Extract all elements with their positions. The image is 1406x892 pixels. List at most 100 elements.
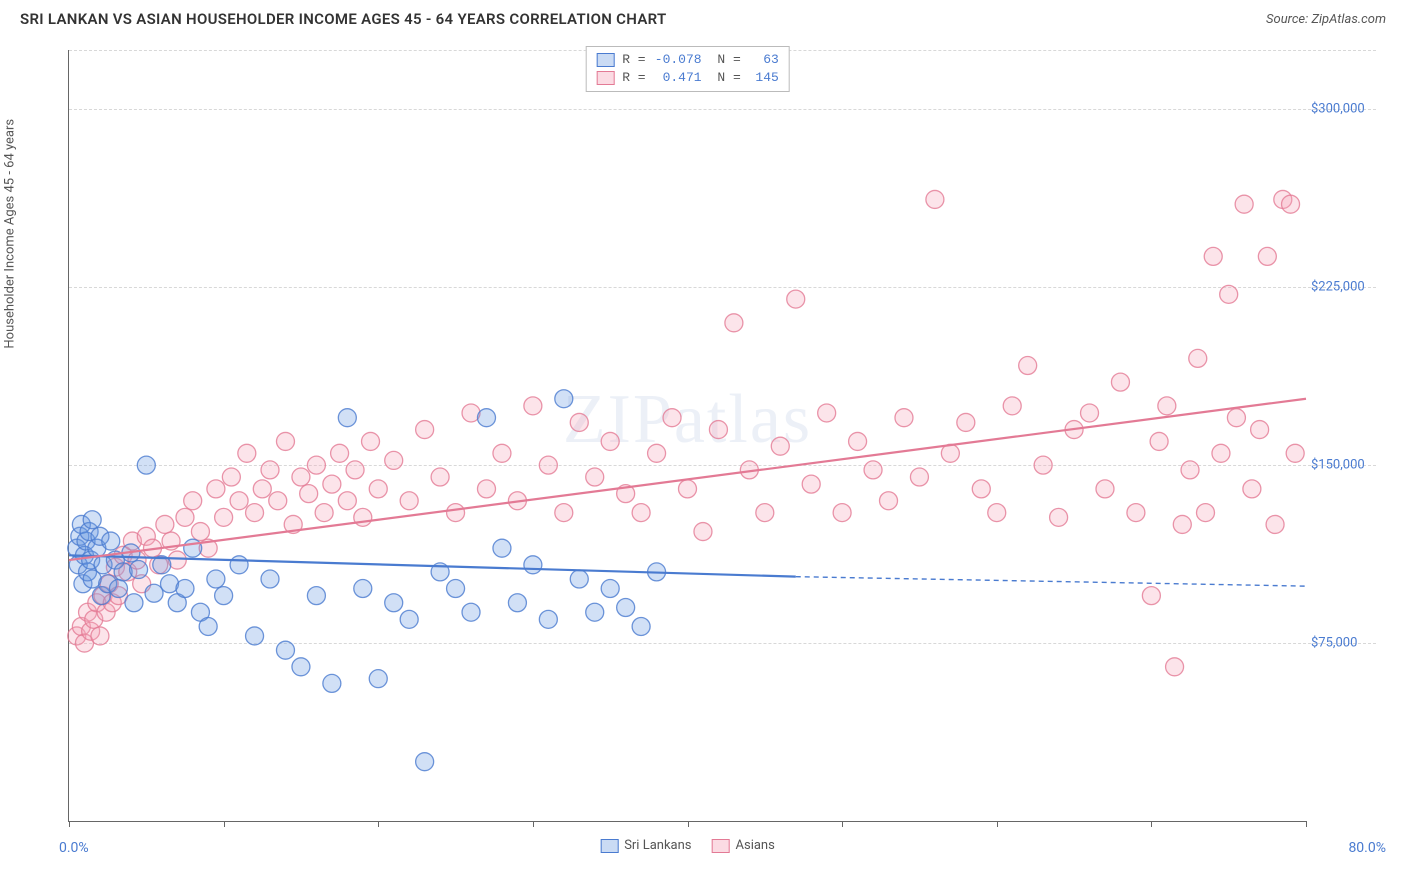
data-point <box>555 390 573 408</box>
data-point <box>1127 504 1145 522</box>
swatch-asians-icon <box>712 839 730 853</box>
data-point <box>679 480 697 498</box>
data-point <box>632 617 650 635</box>
data-point <box>176 580 194 598</box>
data-point <box>1158 397 1176 415</box>
data-point <box>246 504 264 522</box>
data-point <box>276 641 294 659</box>
data-point <box>1019 357 1037 375</box>
data-point <box>109 580 127 598</box>
data-point <box>215 587 233 605</box>
x-axis-min-label: 0.0% <box>59 840 89 856</box>
data-point <box>1251 421 1269 439</box>
data-point <box>1258 247 1276 265</box>
data-point <box>617 598 635 616</box>
legend-row-asians: R = 0.471 N = 145 <box>596 69 779 87</box>
correlation-legend: R = -0.078 N = 63 R = 0.471 N = 145 <box>585 46 790 92</box>
y-tick-label: $300,000 <box>1311 102 1381 117</box>
data-point <box>694 523 712 541</box>
data-point <box>880 492 898 510</box>
data-point <box>362 432 380 450</box>
data-point <box>864 461 882 479</box>
n-value-asians: 145 <box>749 69 779 87</box>
data-point <box>230 492 248 510</box>
data-point <box>323 475 341 493</box>
data-point <box>369 670 387 688</box>
data-point <box>972 480 990 498</box>
data-point <box>447 504 465 522</box>
y-tick-label: $150,000 <box>1311 458 1381 473</box>
data-point <box>787 290 805 308</box>
data-point <box>1181 461 1199 479</box>
swatch-sri-lankans-icon <box>600 839 618 853</box>
data-point <box>818 404 836 422</box>
plot-region: ZIPatlas R = -0.078 N = 63 R = 0.471 N =… <box>68 50 1306 822</box>
data-point <box>663 409 681 427</box>
data-point <box>145 584 163 602</box>
r-label: R = <box>622 51 645 69</box>
data-point <box>1166 658 1184 676</box>
data-point <box>648 444 666 462</box>
swatch-sri-lankans <box>596 53 614 67</box>
x-tick <box>69 821 70 827</box>
data-point <box>895 409 913 427</box>
x-tick <box>688 821 689 827</box>
scatter-svg <box>69 50 1306 821</box>
n-label: N = <box>710 51 741 69</box>
data-point <box>910 468 928 486</box>
chart-title: SRI LANKAN VS ASIAN HOUSEHOLDER INCOME A… <box>20 10 667 28</box>
data-point <box>632 504 650 522</box>
legend-label-sri-lankans: Sri Lankans <box>624 838 691 853</box>
data-point <box>1286 444 1304 462</box>
data-point <box>385 451 403 469</box>
data-point <box>1111 373 1129 391</box>
data-point <box>300 485 318 503</box>
data-point <box>292 658 310 676</box>
data-point <box>246 627 264 645</box>
data-point <box>926 190 944 208</box>
data-point <box>555 504 573 522</box>
data-point <box>83 511 101 529</box>
data-point <box>156 515 174 533</box>
data-point <box>176 508 194 526</box>
data-point <box>261 570 279 588</box>
r-value-sri-lankans: -0.078 <box>654 51 702 69</box>
y-tick-label: $225,000 <box>1311 280 1381 295</box>
legend-row-sri-lankans: R = -0.078 N = 63 <box>596 51 779 69</box>
data-point <box>709 421 727 439</box>
data-point <box>1282 195 1300 213</box>
r-value-asians: 0.471 <box>654 69 702 87</box>
data-point <box>1220 285 1238 303</box>
data-point <box>315 504 333 522</box>
data-point <box>137 456 155 474</box>
data-point <box>988 504 1006 522</box>
x-tick <box>224 821 225 827</box>
data-point <box>331 444 349 462</box>
data-point <box>1050 508 1068 526</box>
data-point <box>1096 480 1114 498</box>
chart-source: Source: ZipAtlas.com <box>1266 12 1386 27</box>
data-point <box>292 468 310 486</box>
data-point <box>338 492 356 510</box>
y-tick-label: $75,000 <box>1311 636 1381 651</box>
data-point <box>431 468 449 486</box>
data-point <box>1150 432 1168 450</box>
data-point <box>207 480 225 498</box>
data-point <box>493 444 511 462</box>
data-point <box>957 413 975 431</box>
data-point <box>539 456 557 474</box>
data-point <box>1196 504 1214 522</box>
data-point <box>1003 397 1021 415</box>
data-point <box>1081 404 1099 422</box>
data-point <box>1266 515 1284 533</box>
data-point <box>102 532 120 550</box>
data-point <box>756 504 774 522</box>
data-point <box>1142 587 1160 605</box>
data-point <box>1227 409 1245 427</box>
data-point <box>400 492 418 510</box>
data-point <box>833 504 851 522</box>
data-point <box>601 432 619 450</box>
chart-area: Householder Income Ages 45 - 64 years ZI… <box>20 40 1386 872</box>
n-value-sri-lankans: 63 <box>749 51 779 69</box>
legend-item-sri-lankans: Sri Lankans <box>600 838 691 853</box>
